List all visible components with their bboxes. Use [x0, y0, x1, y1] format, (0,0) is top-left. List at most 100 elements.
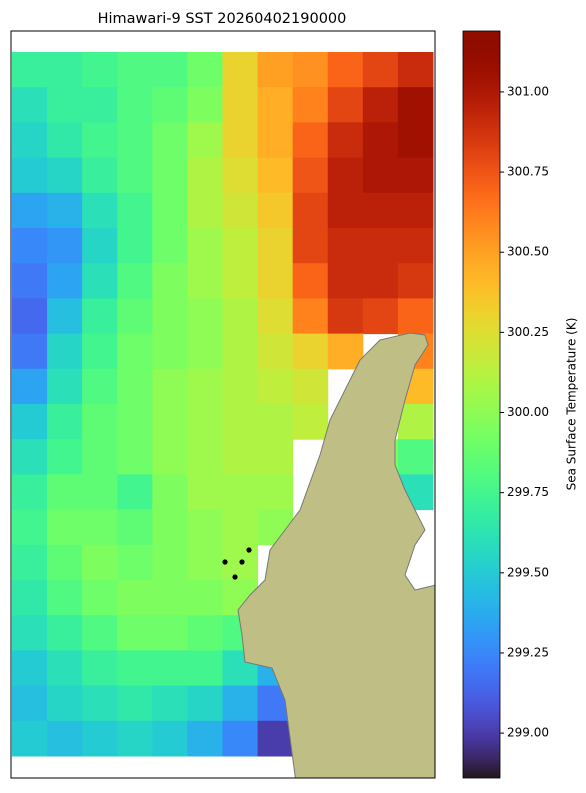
heatmap-cell [152, 580, 188, 616]
heatmap-cell [222, 87, 259, 123]
heatmap-cell [257, 333, 294, 370]
heatmap-cell [292, 404, 329, 440]
heatmap-cell [117, 685, 153, 722]
heatmap-cell [117, 333, 153, 370]
heatmap-cell [12, 580, 48, 616]
heatmap-cell [187, 368, 223, 405]
heatmap-cell [47, 263, 83, 299]
heatmap-cell [47, 52, 83, 88]
heatmap-cell [82, 685, 118, 722]
heatmap-cell [222, 263, 259, 299]
heatmap-cell [12, 192, 48, 229]
heatmap-cell [82, 720, 118, 757]
heatmap-cell [152, 509, 188, 546]
heatmap-cell [222, 474, 259, 511]
heatmap-cell [12, 439, 48, 475]
heatmap-cell [82, 615, 118, 651]
heatmap-cell [12, 157, 48, 194]
heatmap-cell [152, 87, 188, 123]
colorbar-tick-label: 300.75 [507, 165, 549, 179]
heatmap-cell [187, 333, 223, 370]
heatmap-cell [12, 52, 48, 88]
heatmap-cell [82, 509, 118, 546]
heatmap-cell [117, 192, 153, 229]
heatmap-cell [117, 439, 153, 475]
heatmap-cell [152, 52, 188, 88]
heatmap-cell [47, 615, 83, 651]
heatmap-cell [222, 439, 259, 475]
heatmap-cell [327, 263, 364, 299]
heatmap-cell [82, 368, 118, 405]
heatmap-cell [82, 192, 118, 229]
heatmap-cell [47, 404, 83, 440]
heatmap-cell [47, 192, 83, 229]
heatmap-cell [82, 580, 118, 616]
heatmap-cell [362, 87, 399, 123]
heatmap-cell [292, 192, 329, 229]
heatmap-cell [117, 368, 153, 405]
heatmap-cell [292, 52, 329, 88]
heatmap-cell [222, 298, 259, 335]
heatmap-cell [152, 685, 188, 722]
chart-title: Himawari-9 SST 20260402190000 [98, 11, 347, 27]
heatmap-cell [222, 192, 259, 229]
heatmap-cell [397, 52, 434, 88]
heatmap-cell [82, 87, 118, 123]
heatmap-cell [12, 333, 48, 370]
colorbar-tick-label: 299.75 [507, 485, 549, 499]
heatmap-cell [187, 685, 223, 722]
heatmap-cell [222, 157, 259, 194]
marker [232, 574, 238, 580]
heatmap-cell [397, 192, 434, 229]
heatmap-cell [117, 544, 153, 581]
heatmap-cell [187, 439, 223, 475]
heatmap-cell [187, 509, 223, 546]
map-frame [10, 30, 436, 779]
heatmap-cell [187, 474, 223, 511]
heatmap-cell [82, 544, 118, 581]
heatmap-cell [222, 228, 259, 264]
heatmap-cell [152, 615, 188, 651]
heatmap-cell [362, 298, 399, 335]
heatmap-cell [327, 333, 364, 370]
heatmap-cell [222, 509, 259, 546]
heatmap-cell [12, 650, 48, 687]
heatmap-cell [12, 720, 48, 757]
heatmap-cell [257, 439, 294, 475]
heatmap-cell [257, 298, 294, 335]
heatmap-cell [327, 122, 364, 159]
heatmap-cell [257, 368, 294, 405]
colorbar-tick-label: 299.25 [507, 645, 549, 659]
heatmap-cell [327, 52, 364, 88]
heatmap-cell [187, 263, 223, 299]
heatmap-cell [12, 368, 48, 405]
heatmap-cell [47, 509, 83, 546]
heatmap-cell [47, 333, 83, 370]
heatmap-cell [47, 720, 83, 757]
heatmap-cell [362, 52, 399, 88]
heatmap-cell [362, 263, 399, 299]
heatmap-cell [327, 192, 364, 229]
heatmap-cell [82, 439, 118, 475]
heatmap-cell [47, 122, 83, 159]
markers [222, 547, 252, 580]
heatmap-cell [117, 580, 153, 616]
heatmap-cell [47, 228, 83, 264]
heatmap-cell [12, 615, 48, 651]
heatmap-cell [47, 685, 83, 722]
heatmap-cell [257, 263, 294, 299]
marker [239, 559, 245, 565]
heatmap-cell [47, 439, 83, 475]
colorbar-tick-label: 299.00 [507, 726, 549, 740]
heatmap-cell [292, 368, 329, 405]
heatmap-cell [47, 650, 83, 687]
heatmap-cell [117, 157, 153, 194]
heatmap-cell [152, 439, 188, 475]
heatmap-cell [152, 404, 188, 440]
heatmap-cell [47, 298, 83, 335]
colorbar-tick-label: 300.00 [507, 405, 549, 419]
heatmap-cell [152, 122, 188, 159]
heatmap-cell [117, 509, 153, 546]
heatmap-cell [117, 650, 153, 687]
